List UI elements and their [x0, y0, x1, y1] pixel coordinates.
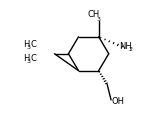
Text: CH: CH [88, 10, 100, 19]
Text: C: C [30, 40, 36, 49]
Text: H: H [23, 54, 29, 63]
Text: 3: 3 [27, 45, 31, 50]
Text: C: C [30, 54, 36, 63]
Text: 3: 3 [96, 17, 100, 22]
Text: NH: NH [120, 42, 132, 51]
Text: 2: 2 [128, 47, 132, 52]
Text: 3: 3 [27, 59, 31, 64]
Text: H: H [23, 40, 29, 49]
Text: OH: OH [111, 97, 124, 106]
